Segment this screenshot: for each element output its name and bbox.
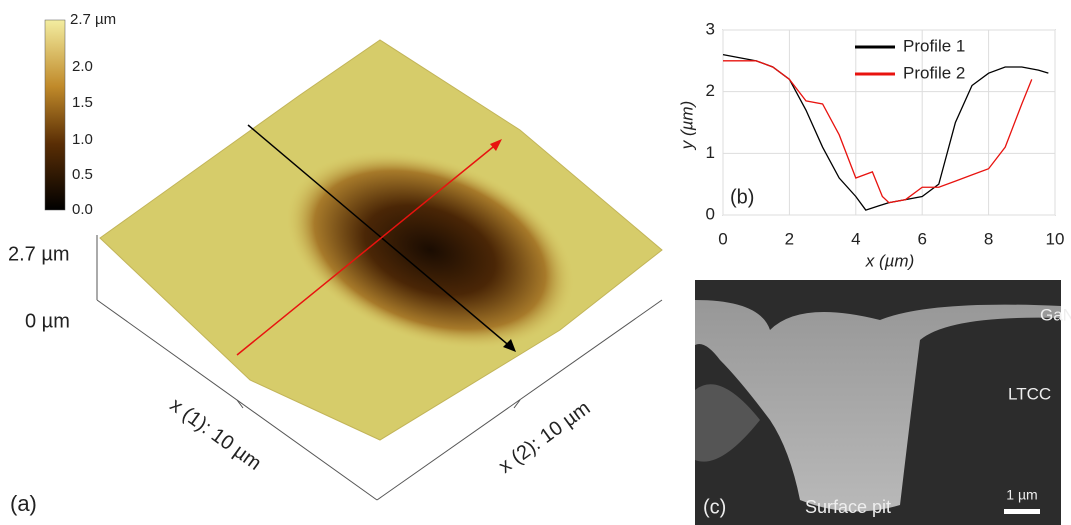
colorbar-label: 2.7 µm bbox=[70, 11, 116, 28]
colorbar-label: 0.0 bbox=[72, 201, 93, 218]
layer-label: LTCC bbox=[1008, 384, 1051, 403]
y-tick-label: 0 bbox=[706, 204, 715, 223]
figure: 2.7 µm 2.0 1.5 1.0 0.5 0.0 2.7 µm 0 µm x… bbox=[0, 0, 1071, 525]
panel-label: (c) bbox=[703, 496, 726, 518]
y-axis-label: y (µm) bbox=[677, 101, 696, 151]
axis-label: x (2): 10 µm bbox=[495, 397, 595, 478]
colorbar-label: 1.0 bbox=[72, 131, 93, 148]
scale-bar-label: 1 µm bbox=[1006, 487, 1037, 503]
x-axis-label: x (µm) bbox=[865, 251, 915, 270]
x-tick-label: 4 bbox=[851, 229, 860, 248]
layer-label: GaN bbox=[1040, 305, 1071, 324]
scale-bar bbox=[1004, 509, 1040, 514]
series-line bbox=[723, 61, 1032, 203]
x-tick-label: 6 bbox=[917, 229, 926, 248]
y-tick-label: 2 bbox=[706, 81, 715, 100]
colorbar-label: 2.0 bbox=[72, 58, 93, 75]
y-tick-label: 1 bbox=[706, 143, 715, 162]
legend-label: Profile 2 bbox=[903, 63, 965, 82]
panel-label: (b) bbox=[730, 186, 754, 208]
panel-label: (a) bbox=[10, 491, 37, 516]
z-bottom-label: 0 µm bbox=[25, 310, 70, 332]
legend-label: Profile 1 bbox=[903, 36, 965, 55]
colorbar-label: 1.5 bbox=[72, 94, 93, 111]
x-tick-label: 8 bbox=[984, 229, 993, 248]
x-tick-label: 2 bbox=[785, 229, 794, 248]
colorbar bbox=[45, 20, 65, 210]
x-tick-label: 10 bbox=[1046, 229, 1065, 248]
series-line bbox=[723, 55, 1048, 210]
feature-label: Surface pit bbox=[805, 497, 891, 517]
axis-label: x (1): 10 µm bbox=[166, 394, 266, 475]
z-top-label: 2.7 µm bbox=[8, 243, 70, 265]
colorbar-label: 0.5 bbox=[72, 166, 93, 183]
plot-frame bbox=[723, 30, 1055, 215]
x-tick-label: 0 bbox=[718, 229, 727, 248]
y-tick-label: 3 bbox=[706, 19, 715, 38]
